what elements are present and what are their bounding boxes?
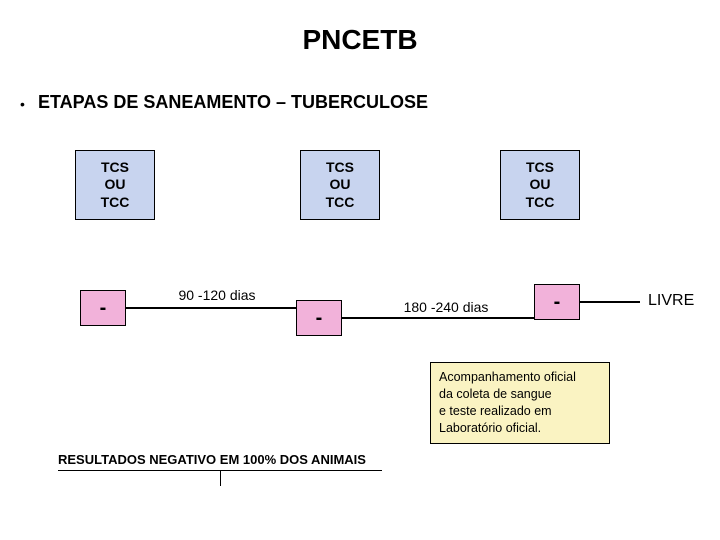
- connector-2: [580, 301, 640, 303]
- bullet-dot: •: [20, 96, 25, 112]
- minus-node-2: -: [534, 284, 580, 320]
- minus-node-1: -: [296, 300, 342, 336]
- stage-box-1: TCSOUTCC: [300, 150, 380, 220]
- interval-label-0: 90 -120 dias: [162, 287, 272, 303]
- connector-1: [342, 317, 534, 319]
- page-subtitle: ETAPAS DE SANEAMENTO – TUBERCULOSE: [38, 92, 428, 113]
- connector-0: [126, 307, 296, 309]
- note-box: Acompanhamento oficialda coleta de sangu…: [430, 362, 610, 444]
- stage-box-2: TCSOUTCC: [500, 150, 580, 220]
- footer-tick: [220, 470, 221, 486]
- interval-label-1: 180 -240 dias: [386, 299, 506, 315]
- stage-box-0: TCSOUTCC: [75, 150, 155, 220]
- final-label: LIVRE: [648, 292, 694, 310]
- page-title: PNCETB: [0, 24, 720, 56]
- minus-node-0: -: [80, 290, 126, 326]
- footer-text: RESULTADOS NEGATIVO EM 100% DOS ANIMAIS: [58, 452, 366, 467]
